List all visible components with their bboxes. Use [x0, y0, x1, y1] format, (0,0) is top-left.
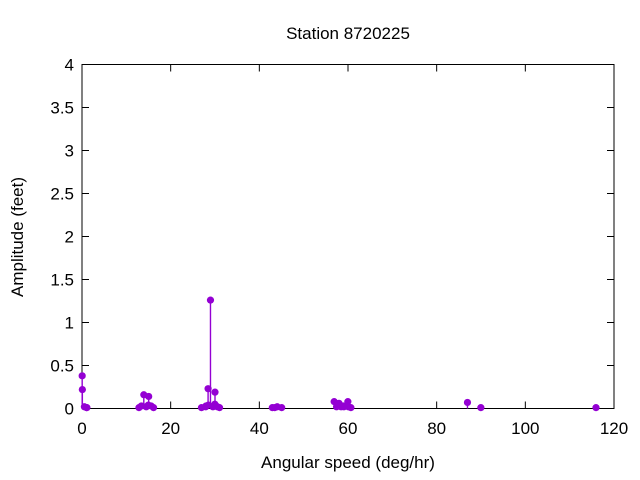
- y-tick-label: 1.5: [50, 271, 74, 290]
- data-point-marker: [149, 404, 158, 412]
- data-point-marker: [211, 388, 219, 396]
- y-tick-label: 0: [65, 400, 74, 419]
- data-point-marker: [463, 398, 472, 407]
- x-axis-label: Angular speed (deg/hr): [261, 453, 435, 472]
- plot-border: [81, 64, 615, 409]
- chart-title: Station 8720225: [286, 24, 410, 43]
- y-tick-label: 3: [65, 142, 74, 161]
- y-tick-label: 2: [65, 228, 74, 247]
- x-tick-label: 60: [339, 419, 358, 438]
- x-tick-label: 20: [161, 419, 180, 438]
- data-point-marker: [206, 296, 215, 304]
- data-point-marker: [204, 385, 212, 393]
- x-tick-label: 80: [427, 419, 446, 438]
- x-tick-label: 100: [511, 419, 539, 438]
- x-tick-label: 120: [600, 419, 628, 438]
- x-tick-label: 40: [250, 419, 269, 438]
- y-tick-label: 2.5: [50, 185, 74, 204]
- x-tick-label: 0: [77, 419, 86, 438]
- y-tick-label: 1: [65, 314, 74, 333]
- y-tick-label: 0.5: [50, 357, 74, 376]
- data-point-marker: [592, 404, 600, 412]
- data-point-marker: [344, 398, 352, 406]
- data-point-marker: [278, 404, 286, 412]
- data-point-marker: [215, 404, 224, 412]
- y-tick-label: 3.5: [50, 99, 74, 118]
- y-tick-label: 4: [65, 56, 74, 75]
- data-point-marker: [78, 372, 86, 380]
- data-point-marker: [145, 392, 153, 401]
- data-point-marker: [347, 404, 355, 412]
- data-point-marker: [83, 404, 91, 412]
- data-point-marker: [78, 385, 86, 394]
- data-point-marker: [477, 404, 485, 412]
